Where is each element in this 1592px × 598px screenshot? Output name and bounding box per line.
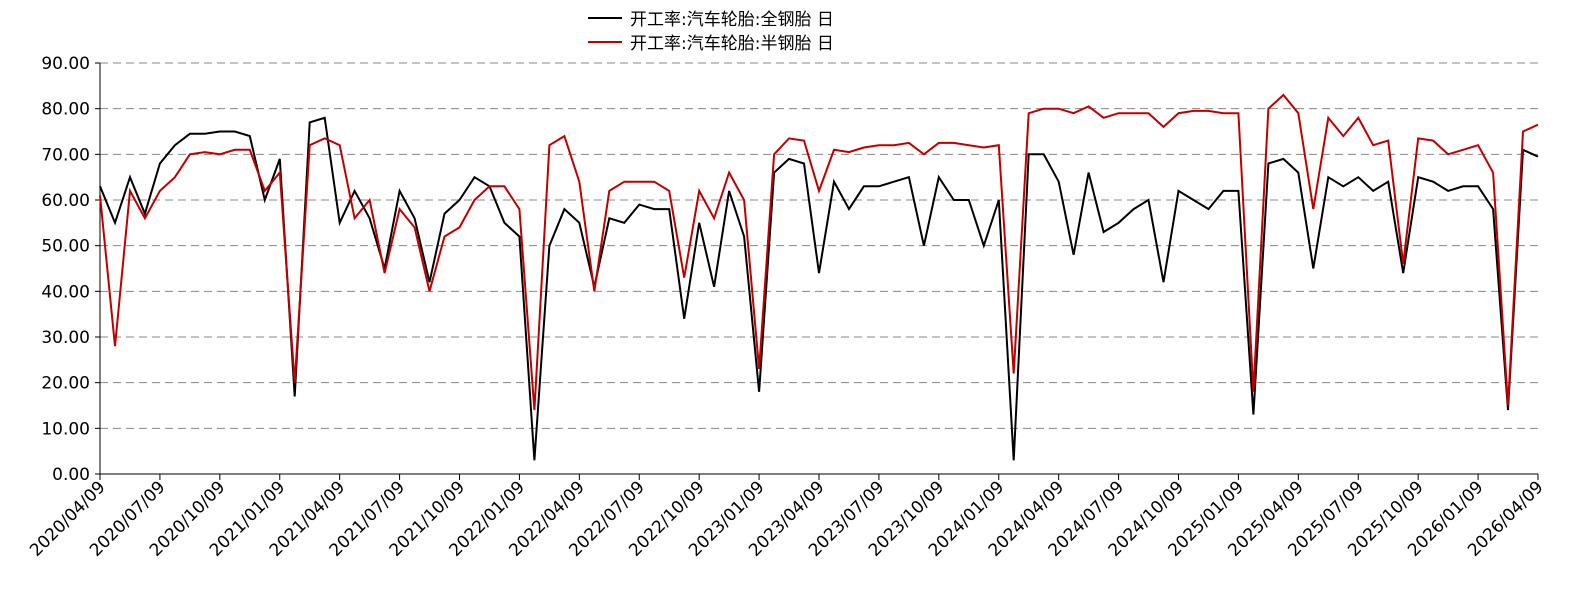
y-tick-label: 50.00	[41, 237, 90, 257]
series-line	[99, 116, 1539, 461]
y-tick-label: 10.00	[41, 419, 90, 439]
legend-label: 开工率:汽车轮胎:半钢胎 日	[630, 34, 834, 54]
y-tick-label: 80.00	[41, 100, 90, 120]
y-tick-label: 70.00	[41, 145, 90, 165]
y-tick-label: 0.00	[52, 465, 90, 485]
series-line	[99, 93, 1539, 411]
y-tick-label: 30.00	[41, 328, 90, 348]
y-tick-label: 60.00	[41, 191, 90, 211]
y-tick-label: 20.00	[41, 374, 90, 394]
y-tick-label: 90.00	[41, 54, 90, 74]
legend-label: 开工率:汽车轮胎:全钢胎 日	[630, 10, 834, 30]
y-tick-label: 40.00	[41, 282, 90, 302]
